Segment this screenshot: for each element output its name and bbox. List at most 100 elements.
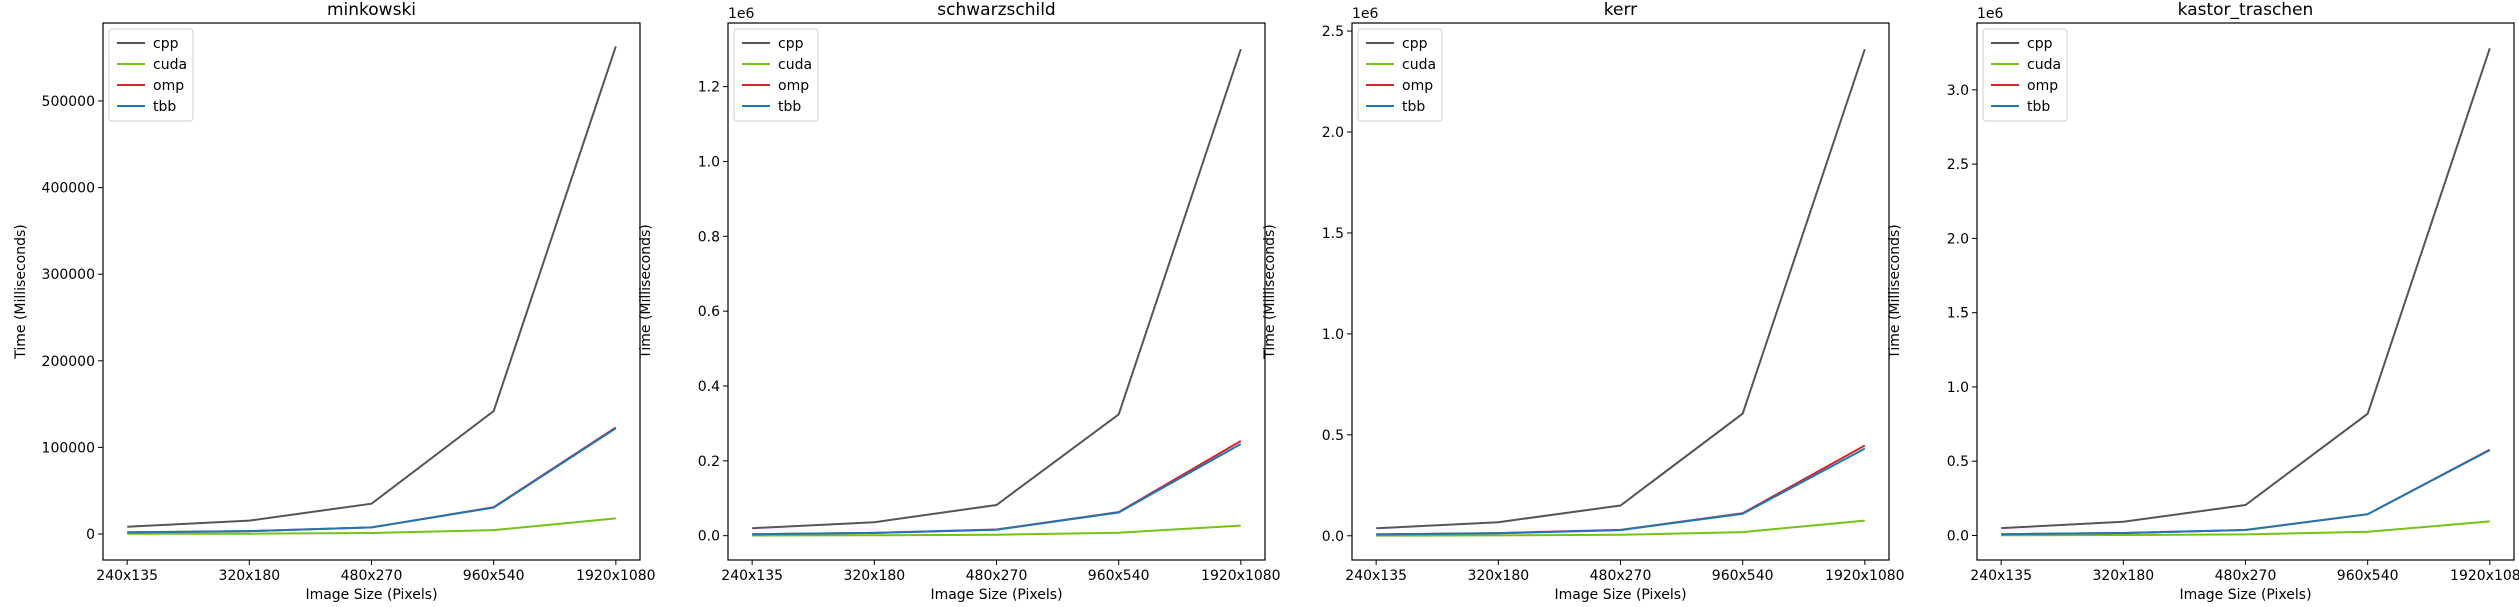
series-line-tbb <box>127 427 617 534</box>
x-axis-label: Image Size (Pixels) <box>1554 587 1686 603</box>
series-line-cuda <box>2001 520 2490 537</box>
x-tick-label: 480x270 <box>341 568 403 584</box>
y-tick-label: 0.0 <box>698 529 720 545</box>
y-tick-label: 1.0 <box>1322 327 1344 343</box>
series-line-cuda <box>752 524 1241 537</box>
legend-label-tbb: tbb <box>153 99 176 115</box>
y-tick-label: 0.0 <box>1322 529 1344 545</box>
y-tick-label: 2.5 <box>1947 157 1969 173</box>
legend-label-omp: omp <box>1402 78 1433 94</box>
x-tick-label: 1920x1080 <box>1825 568 1905 584</box>
chart-title: kerr <box>1604 0 1637 20</box>
series-line-omp <box>1376 444 1866 536</box>
legend: cpp cuda omp tbb <box>1357 28 1443 122</box>
legend-label-cuda: cuda <box>778 57 812 73</box>
x-tick-label: 240x135 <box>96 568 158 584</box>
series-line-tbb <box>1376 447 1866 536</box>
series-line-cuda <box>1376 519 1865 537</box>
y-tick-label: 2.0 <box>1947 231 1969 247</box>
x-tick-label: 960x540 <box>2337 568 2399 584</box>
legend-label-tbb: tbb <box>778 99 801 115</box>
y-tick-label: 400000 <box>42 181 95 197</box>
chart-title: minkowski <box>327 0 416 20</box>
legend-label-cuda: cuda <box>2027 57 2061 73</box>
y-tick-label: 0.5 <box>1947 454 1969 470</box>
y-tick-label: 0.2 <box>698 454 720 470</box>
legend-label-omp: omp <box>153 78 184 94</box>
x-tick-label: 320x180 <box>843 568 905 584</box>
sci-offset-label: 1e6 <box>1352 6 1379 22</box>
y-tick-label: 100000 <box>42 440 95 456</box>
x-tick-label: 960x540 <box>1088 568 1150 584</box>
y-tick-label: 1.0 <box>1947 380 1969 396</box>
x-tick-label: 960x540 <box>1712 568 1774 584</box>
x-tick-label: 1920x1080 <box>2450 568 2519 584</box>
chart-panel-3: kastor_traschen 240x135 320x180 480x270 960x… <box>1887 0 2519 603</box>
y-tick-label: 1.0 <box>698 154 720 170</box>
legend-box <box>733 28 819 122</box>
x-tick-label: 480x270 <box>1590 568 1652 584</box>
y-tick-label: 500000 <box>42 94 95 110</box>
legend-label-omp: omp <box>778 78 809 94</box>
y-tick-label: 3.0 <box>1947 83 1969 99</box>
y-tick-label: 200000 <box>42 354 95 370</box>
series-line-cpp <box>127 46 617 528</box>
legend: cpp cuda omp tbb <box>733 28 819 122</box>
y-tick-label: 0 <box>86 527 95 543</box>
y-axis-label: Time (Milliseconds) <box>638 224 654 360</box>
legend: cpp cuda omp tbb <box>108 28 194 122</box>
y-tick-label: 2.0 <box>1322 125 1344 141</box>
x-tick-label: 320x180 <box>218 568 280 584</box>
legend-label-cpp: cpp <box>153 36 179 52</box>
x-tick-label: 960x540 <box>463 568 525 584</box>
y-tick-label: 0.6 <box>698 304 720 320</box>
legend-label-cpp: cpp <box>1402 36 1428 52</box>
legend-label-cuda: cuda <box>153 57 187 73</box>
x-tick-label: 240x135 <box>721 568 783 584</box>
sci-offset-label: 1e6 <box>1977 6 2004 22</box>
y-tick-label: 0.4 <box>698 379 720 395</box>
x-axis-label: Image Size (Pixels) <box>930 587 1062 603</box>
x-axis-label: Image Size (Pixels) <box>305 587 437 603</box>
legend-label-omp: omp <box>2027 78 2058 94</box>
sci-offset-label: 1e6 <box>728 6 755 22</box>
series-line-cpp <box>2001 47 2491 530</box>
series-line-omp <box>2001 448 2491 536</box>
legend-label-cpp: cpp <box>2027 36 2053 52</box>
legend-label-cpp: cpp <box>778 36 804 52</box>
series-line-tbb <box>752 443 1242 536</box>
y-tick-label: 0.5 <box>1322 428 1344 444</box>
x-tick-label: 320x180 <box>2092 568 2154 584</box>
chart-panel-0: minkowski 240x135 320x180 480x270 960x540 192… <box>13 0 656 603</box>
chart-title: kastor_traschen <box>2178 0 2314 20</box>
y-tick-label: 300000 <box>42 267 95 283</box>
chart-panel-2: kerr 240x135 320x180 480x270 960x540 1920x108… <box>1262 0 1905 603</box>
y-tick-label: 2.5 <box>1322 24 1344 40</box>
legend-label-tbb: tbb <box>1402 99 1425 115</box>
chart-panel-1: schwarzschild 240x135 320x180 480x270 960x54… <box>638 0 1281 603</box>
legend-label-cuda: cuda <box>1402 57 1436 73</box>
legend-box <box>1982 28 2068 122</box>
series-line-omp <box>752 440 1242 536</box>
x-tick-label: 480x270 <box>2215 568 2277 584</box>
y-axis-label: Time (Milliseconds) <box>1887 224 1903 360</box>
chart-title: schwarzschild <box>937 0 1055 20</box>
y-axis-label: Time (Milliseconds) <box>1262 224 1278 360</box>
series-line-cuda <box>127 517 616 535</box>
y-tick-label: 1.2 <box>698 80 720 96</box>
x-tick-label: 1920x1080 <box>576 568 656 584</box>
series-line-cpp <box>752 48 1242 530</box>
series-line-omp <box>127 426 617 534</box>
legend-box <box>1357 28 1443 122</box>
y-axis-label: Time (Milliseconds) <box>13 224 29 360</box>
legend-box <box>108 28 194 122</box>
series-line-tbb <box>2001 449 2491 536</box>
y-tick-label: 0.0 <box>1947 528 1969 544</box>
x-tick-label: 240x135 <box>1345 568 1407 584</box>
x-tick-label: 480x270 <box>966 568 1028 584</box>
series-line-cpp <box>1376 48 1866 530</box>
legend: cpp cuda omp tbb <box>1982 28 2068 122</box>
x-tick-label: 1920x1080 <box>1201 568 1281 584</box>
legend-label-tbb: tbb <box>2027 99 2050 115</box>
